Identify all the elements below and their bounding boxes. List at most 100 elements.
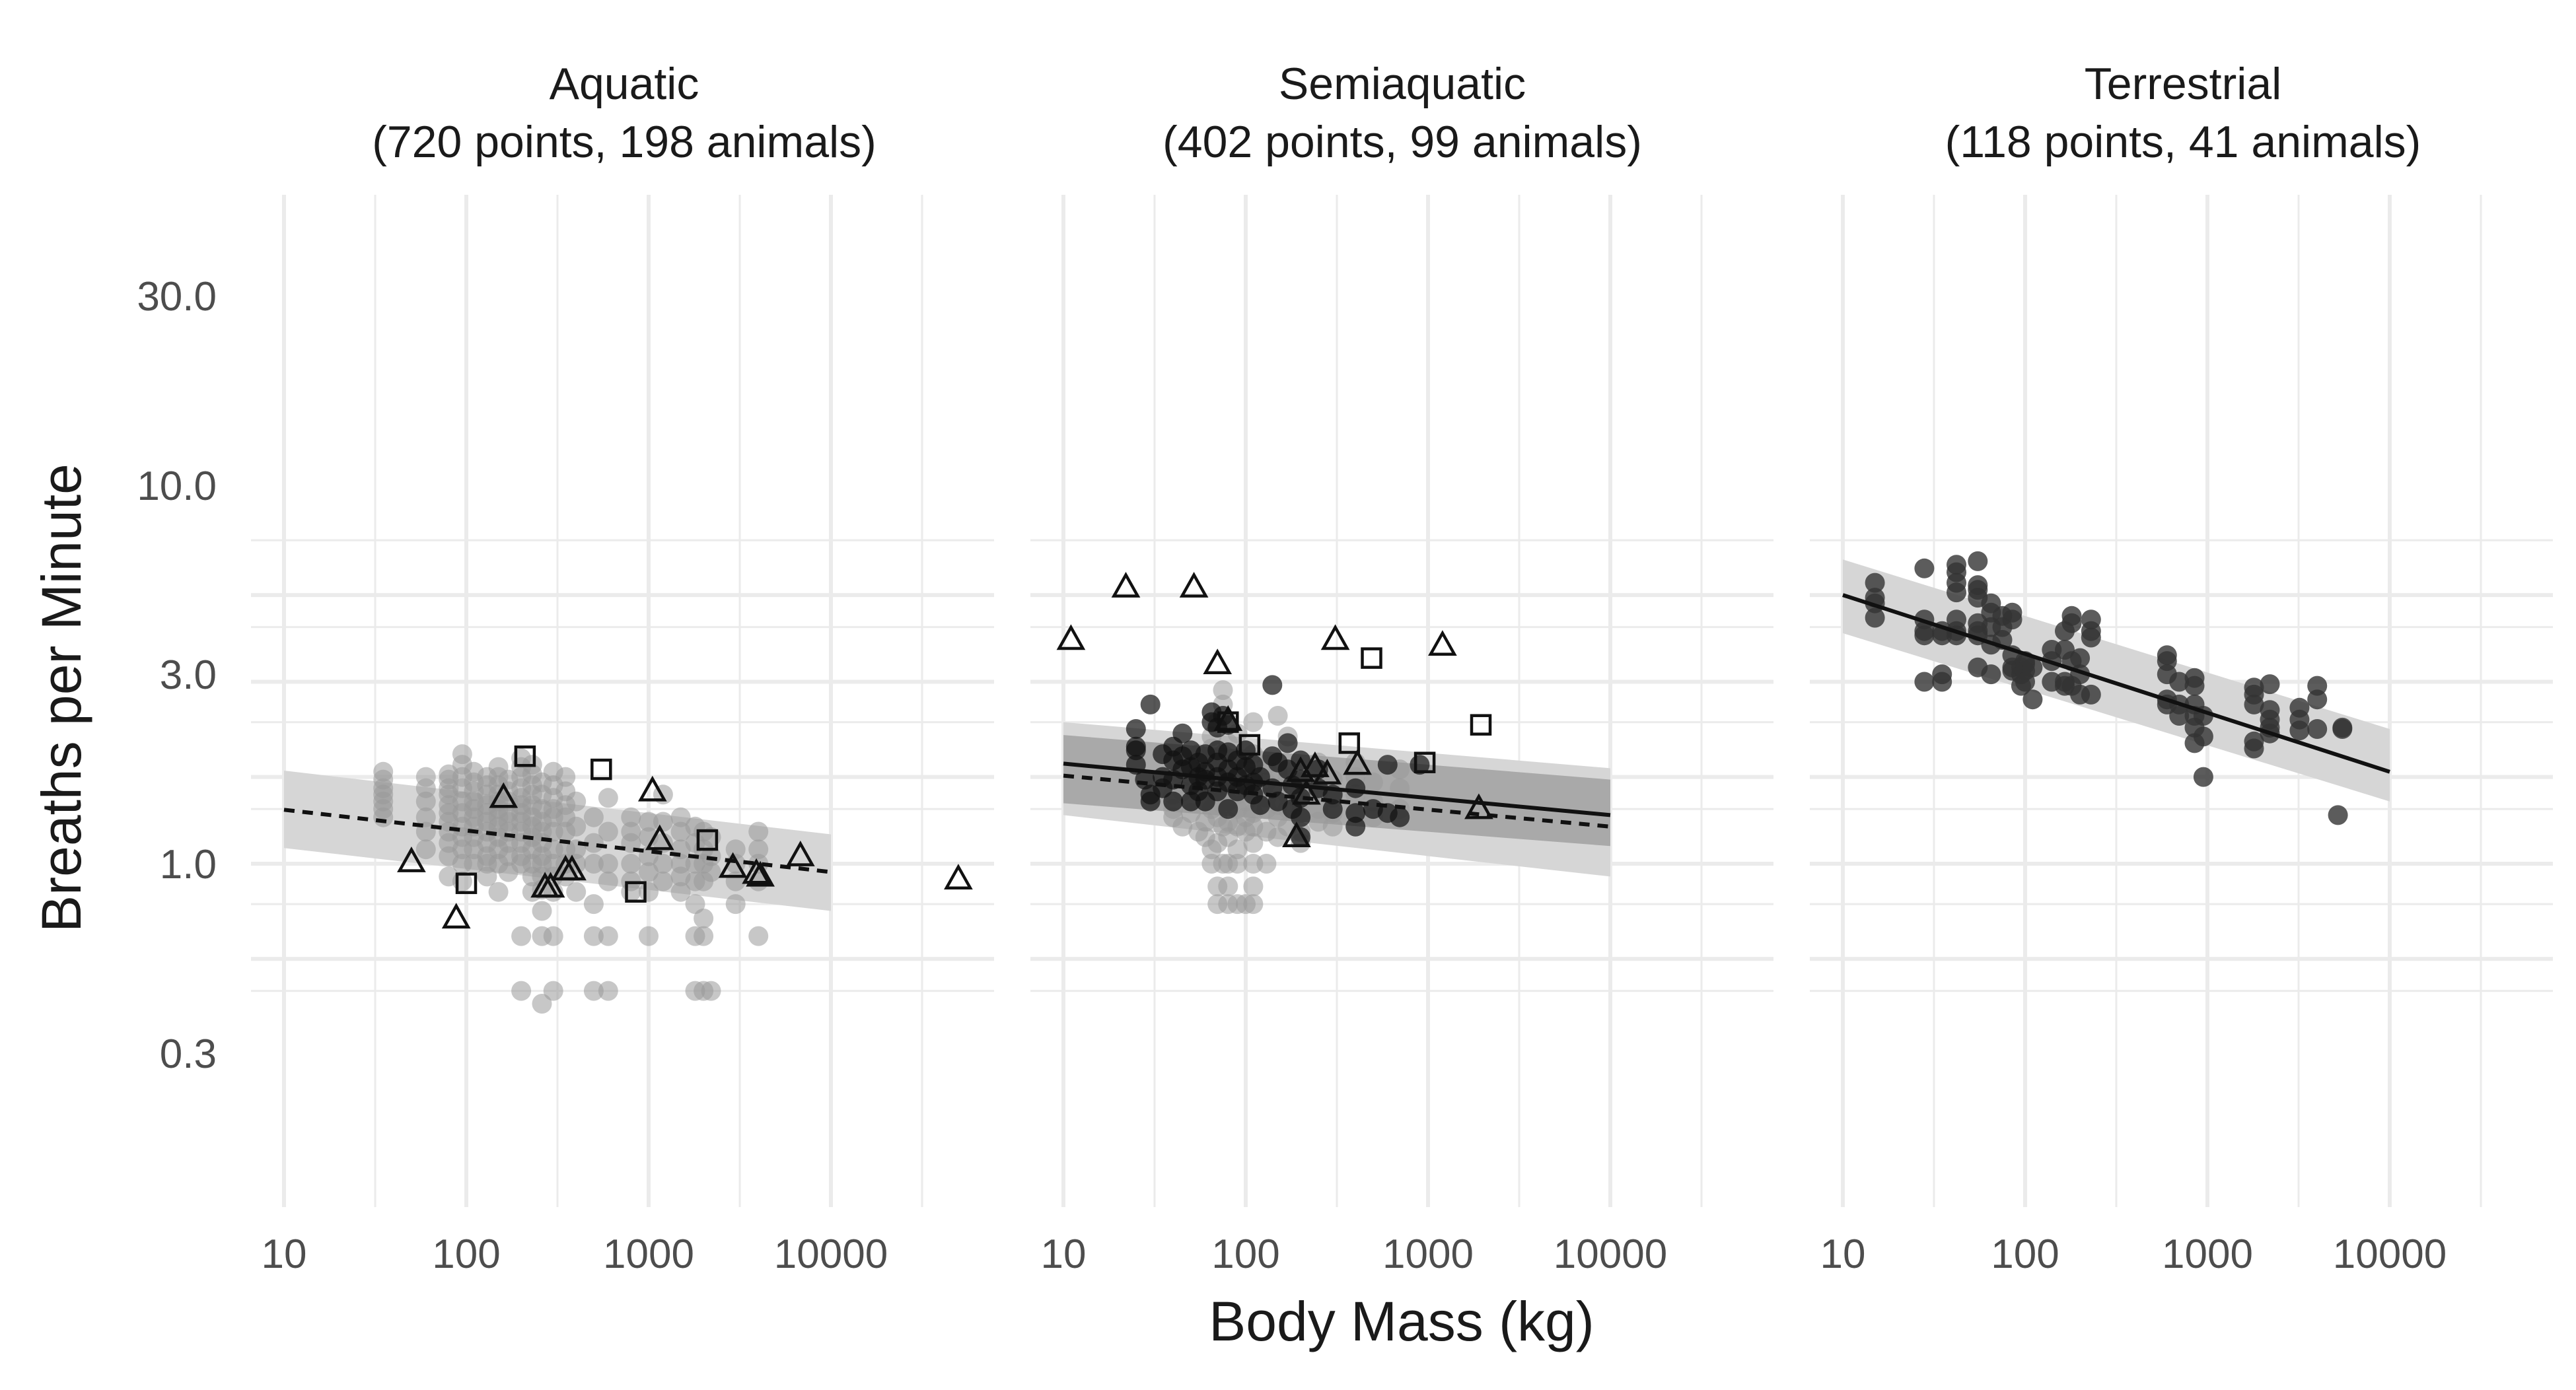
data-point-circle bbox=[1243, 833, 1264, 853]
data-point-circle bbox=[1243, 876, 1264, 897]
data-point-circle bbox=[1140, 791, 1161, 812]
data-point-circle bbox=[2244, 694, 2264, 714]
x-tick-label: 10000 bbox=[774, 1232, 888, 1277]
data-point-circle bbox=[694, 908, 714, 928]
data-point-circle bbox=[2070, 648, 2091, 668]
data-point-circle bbox=[1291, 807, 1311, 827]
data-point-circle bbox=[670, 882, 691, 902]
data-point-circle bbox=[725, 839, 746, 860]
data-point-circle bbox=[488, 882, 509, 902]
data-point-circle bbox=[511, 981, 532, 1001]
data-point-circle bbox=[748, 821, 769, 842]
data-point-circle bbox=[653, 812, 673, 832]
data-point-square bbox=[1413, 751, 1436, 773]
data-point-circle bbox=[1968, 551, 1988, 571]
data-point-circle bbox=[511, 926, 532, 946]
x-tick-label: 1000 bbox=[1382, 1232, 1474, 1277]
x-tick-label: 10 bbox=[262, 1232, 307, 1277]
data-point-circle bbox=[1218, 876, 1238, 897]
data-point-circle bbox=[598, 871, 618, 891]
data-point-circle bbox=[2193, 726, 2213, 747]
data-point-circle bbox=[1213, 680, 1233, 701]
x-tick-label: 1000 bbox=[2162, 1232, 2253, 1277]
data-point-circle bbox=[748, 839, 769, 860]
data-point-circle bbox=[1932, 672, 1952, 692]
data-point-triangle bbox=[944, 864, 973, 889]
data-point-circle bbox=[2184, 676, 2205, 696]
data-point-circle bbox=[1126, 719, 1146, 739]
data-point-circle bbox=[2193, 767, 2213, 787]
data-point-circle bbox=[2328, 805, 2348, 825]
data-point-triangle bbox=[557, 854, 587, 881]
data-point-circle bbox=[2169, 706, 2190, 726]
data-point-triangle bbox=[1312, 759, 1342, 784]
data-point-circle bbox=[543, 926, 563, 946]
data-point-triangle bbox=[489, 782, 519, 808]
data-point-circle bbox=[566, 882, 587, 902]
data-point-circle bbox=[694, 926, 714, 946]
data-point-circle bbox=[1914, 625, 1935, 646]
data-point-triangle bbox=[441, 903, 471, 929]
data-point-circle bbox=[701, 981, 721, 1001]
data-point-triangle bbox=[742, 858, 771, 884]
data-point-circle bbox=[2332, 719, 2353, 739]
data-point-circle bbox=[1140, 694, 1161, 714]
data-point-circle bbox=[1322, 799, 1343, 819]
data-point-circle bbox=[1163, 791, 1184, 812]
data-point-circle bbox=[532, 994, 552, 1014]
data-point-circle bbox=[583, 981, 604, 1001]
panel-subtitle-terrestrial: (118 points, 41 animals) bbox=[1945, 117, 2421, 167]
data-point-circle bbox=[1363, 772, 1383, 792]
data-point-triangle bbox=[1301, 751, 1330, 777]
data-point-circle bbox=[373, 807, 394, 827]
x-axis-label: Body Mass (kg) bbox=[1209, 1290, 1594, 1352]
data-point-triangle bbox=[645, 824, 674, 851]
data-point-circle bbox=[2244, 738, 2264, 759]
trend-line-solid bbox=[1063, 761, 1611, 817]
data-point-circle bbox=[598, 981, 618, 1001]
data-point-circle bbox=[2022, 689, 2043, 710]
data-point-circle bbox=[1218, 799, 1238, 819]
data-point-circle bbox=[583, 833, 604, 853]
y-tick-label: 30.0 bbox=[137, 274, 217, 320]
data-point-circle bbox=[639, 812, 659, 832]
data-point-square bbox=[590, 758, 612, 781]
data-point-circle bbox=[685, 894, 705, 915]
data-point-circle bbox=[2061, 613, 2082, 633]
data-point-triangle bbox=[1111, 572, 1141, 598]
data-point-triangle bbox=[1343, 749, 1372, 775]
data-point-triangle bbox=[1282, 821, 1311, 847]
data-point-circle bbox=[598, 788, 618, 808]
data-point-circle bbox=[653, 871, 673, 891]
data-point-triangle bbox=[1320, 624, 1350, 650]
data-point-triangle bbox=[536, 872, 565, 898]
x-tick-label: 100 bbox=[1211, 1232, 1279, 1277]
data-point-square bbox=[1238, 734, 1261, 756]
data-point-circle bbox=[1256, 854, 1277, 874]
data-point-square bbox=[625, 881, 647, 903]
data-point-circle bbox=[1914, 672, 1935, 692]
data-point-circle bbox=[1243, 712, 1264, 732]
data-point-circle bbox=[2307, 689, 2328, 710]
data-point-circle bbox=[2022, 657, 2043, 678]
data-point-circle bbox=[2169, 672, 2190, 692]
data-point-circle bbox=[1865, 608, 1885, 628]
panel-subtitle-aquatic: (720 points, 198 animals) bbox=[372, 117, 877, 167]
data-point-circle bbox=[2260, 674, 2280, 695]
data-point-circle bbox=[1390, 807, 1410, 827]
data-point-circle bbox=[2081, 684, 2101, 705]
data-point-circle bbox=[555, 767, 576, 787]
data-point-circle bbox=[583, 854, 604, 874]
data-point-circle bbox=[748, 926, 769, 946]
x-tick-label: 10 bbox=[1820, 1232, 1866, 1277]
data-point-circle bbox=[532, 901, 552, 921]
data-point-circle bbox=[1345, 778, 1366, 798]
data-point-circle bbox=[583, 926, 604, 946]
data-point-circle bbox=[1345, 803, 1366, 823]
y-tick-label: 1.0 bbox=[160, 842, 217, 887]
data-point-circle bbox=[1227, 854, 1248, 874]
data-point-circle bbox=[583, 807, 604, 827]
data-point-triangle bbox=[1464, 793, 1493, 819]
data-point-circle bbox=[2289, 720, 2310, 741]
